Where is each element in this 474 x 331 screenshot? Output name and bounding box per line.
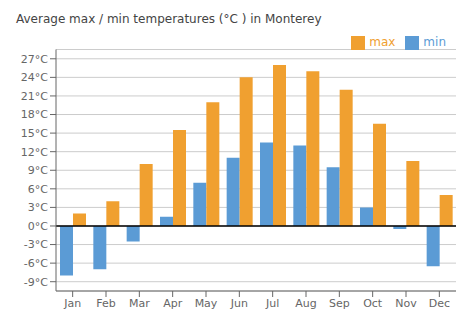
svg-text:May: May [195,297,218,310]
svg-text:6°C: 6°C [28,183,48,196]
svg-text:27°C: 27°C [21,53,48,66]
svg-text:3°C: 3°C [28,201,48,214]
html-text:min: min [423,35,446,49]
svg-text:Dec: Dec [429,297,450,310]
html-text:Average max / min temperatures: Average max / min temperatures (°C ) in … [16,12,322,26]
svg-text:9°C: 9°C [28,164,48,177]
svg-text:24°C: 24°C [21,71,48,84]
svg-text:18°C: 18°C [21,108,48,121]
svg-text:Apr: Apr [163,297,183,310]
svg-text:Oct: Oct [363,297,383,310]
svg-text:Jan: Jan [63,297,81,310]
svg-text:15°C: 15°C [21,127,48,140]
svg-text:Feb: Feb [96,297,115,310]
svg-text:12°C: 12°C [21,146,48,159]
svg-text:Mar: Mar [129,297,150,310]
svg-text:0°C: 0°C [28,220,48,233]
svg-text:21°C: 21°C [21,90,48,103]
svg-text:-9°C: -9°C [24,276,48,289]
svg-text:Aug: Aug [295,297,316,310]
svg-text:-6°C: -6°C [24,257,48,270]
svg-text:Jul: Jul [265,297,279,310]
svg-text:-3°C: -3°C [24,238,48,251]
html-text:max: max [369,35,396,49]
svg-text:Sep: Sep [329,297,350,310]
svg-text:Nov: Nov [395,297,417,310]
svg-text:Jun: Jun [230,297,248,310]
